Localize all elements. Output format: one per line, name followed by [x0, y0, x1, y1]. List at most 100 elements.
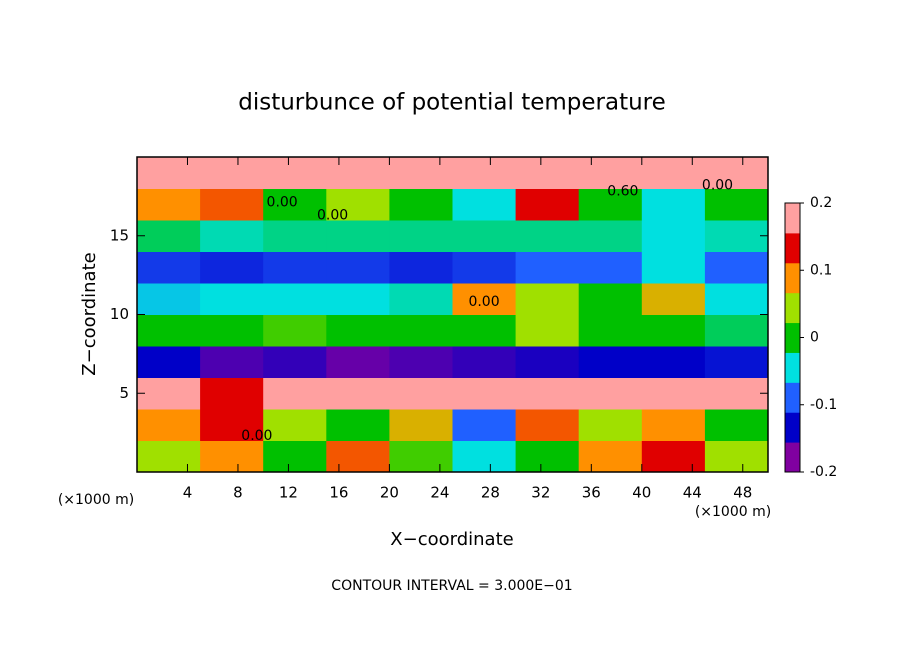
heatmap-cell: [578, 409, 643, 441]
x-tick-label: 36: [582, 484, 601, 502]
heatmap-cell: [452, 409, 517, 441]
heatmap-cell: [704, 314, 769, 347]
heatmap-cell: [452, 188, 517, 221]
heatmap-cell: [578, 283, 643, 315]
chart-title: disturbunce of potential temperature: [238, 90, 666, 116]
colorbar-tick-label: 0: [810, 330, 819, 346]
x-tick-label: 48: [733, 484, 752, 502]
heatmap-cell: [137, 440, 201, 473]
heatmap-cell: [200, 251, 264, 284]
colorbar-tick-label: -0.1: [810, 397, 837, 413]
colorbar-swatch: [785, 232, 800, 264]
heatmap-cell: [515, 314, 580, 347]
x-tick-label: 24: [430, 484, 449, 502]
heatmap-cell: [200, 346, 264, 378]
heatmap-cell: [641, 377, 706, 410]
colorbar-tick-label: 0.1: [810, 262, 832, 278]
x-tick-label: 20: [380, 484, 399, 502]
heatmap-cell: [326, 157, 390, 189]
heatmap-cell: [452, 440, 517, 473]
heatmap-cell: [137, 314, 201, 347]
x-tick-label: 4: [183, 484, 193, 502]
heatmap-cell: [515, 188, 580, 221]
heatmap-cell: [263, 346, 327, 378]
heatmap-cell: [578, 157, 643, 189]
heatmap-cell: [326, 251, 390, 284]
heatmap-cell: [389, 157, 453, 189]
heatmap-cell: [389, 283, 453, 315]
heatmap-cell: [704, 220, 769, 252]
y-axis-label: Z−coordinate: [79, 252, 100, 375]
x-tick-label: 12: [279, 484, 298, 502]
heatmap-cell: [326, 314, 390, 347]
heatmap-cell: [515, 377, 580, 410]
heatmap-cell: [389, 314, 453, 347]
heatmap-cell: [137, 283, 201, 315]
colorbar-swatch: [785, 442, 800, 473]
heatmap-cell: [389, 251, 453, 284]
heatmap-cell: [515, 409, 580, 441]
x-tick-label: 16: [329, 484, 348, 502]
colorbar-tick-label: 0.2: [810, 195, 832, 211]
heatmap-cell: [578, 377, 643, 410]
heatmap-cell: [641, 220, 706, 252]
heatmap-cell: [263, 220, 327, 252]
heatmap-cell: [200, 409, 264, 441]
colorbar-swatch: [785, 322, 800, 353]
heatmap-cell: [137, 346, 201, 378]
heatmap-cell: [389, 346, 453, 378]
contour-label: 0.00: [267, 195, 298, 211]
heatmap-cell: [263, 251, 327, 284]
heatmap-cell: [389, 409, 453, 441]
colorbar-tick-label: -0.2: [810, 464, 837, 480]
heatmap-cell: [641, 314, 706, 347]
heatmap-cell: [641, 440, 706, 473]
heatmap-cell: [641, 157, 706, 189]
heatmap-cell: [641, 346, 706, 378]
heatmap-cell: [263, 157, 327, 189]
contour-label: 0.00: [241, 428, 272, 444]
heatmap-cell: [326, 220, 390, 252]
heatmap-cell: [137, 188, 201, 221]
y-tick-label: 15: [110, 226, 129, 244]
heatmap-cell: [578, 346, 643, 378]
heatmap-cell: [515, 220, 580, 252]
heatmap-cell: [326, 188, 390, 221]
heatmap-cell: [326, 283, 390, 315]
colorbar-swatch: [785, 262, 800, 294]
heatmap-cell: [137, 157, 201, 189]
colorbar-swatch: [785, 382, 800, 413]
heatmap-cell: [515, 251, 580, 284]
x-tick-label: 44: [683, 484, 702, 502]
heatmap-cell: [200, 157, 264, 189]
colorbar-swatch: [785, 412, 800, 443]
x-tick-label: 32: [531, 484, 550, 502]
heatmap-cell: [200, 377, 264, 410]
heatmap-cell: [137, 409, 201, 441]
heatmap-cell: [704, 188, 769, 221]
heatmap-cell: [452, 157, 517, 189]
heatmap-cell: [263, 409, 327, 441]
heatmap-cell: [704, 251, 769, 284]
heatmap-cell: [389, 440, 453, 473]
heatmap-cell: [578, 188, 643, 221]
heatmap-cell: [578, 251, 643, 284]
heatmap-cell: [200, 188, 264, 221]
x-tick-label: 28: [481, 484, 500, 502]
heatmap-cell: [641, 251, 706, 284]
heatmap-cell: [452, 251, 517, 284]
heatmap-cell: [578, 314, 643, 347]
heatmap-cell: [452, 377, 517, 410]
y-tick-label: 5: [119, 384, 129, 402]
heatmap-cell: [137, 220, 201, 252]
heatmap-cell: [578, 440, 643, 473]
heatmap-cell: [515, 283, 580, 315]
colorbar-swatch: [785, 352, 800, 383]
heatmap-cell: [326, 346, 390, 378]
colorbar-swatch: [785, 292, 800, 324]
footer: CONTOUR INTERVAL = 3.000E−01: [331, 578, 572, 594]
heatmap-cell: [200, 440, 264, 473]
heatmap-cell: [578, 220, 643, 252]
heatmap-cell: [263, 314, 327, 347]
heatmap-cell: [263, 377, 327, 410]
